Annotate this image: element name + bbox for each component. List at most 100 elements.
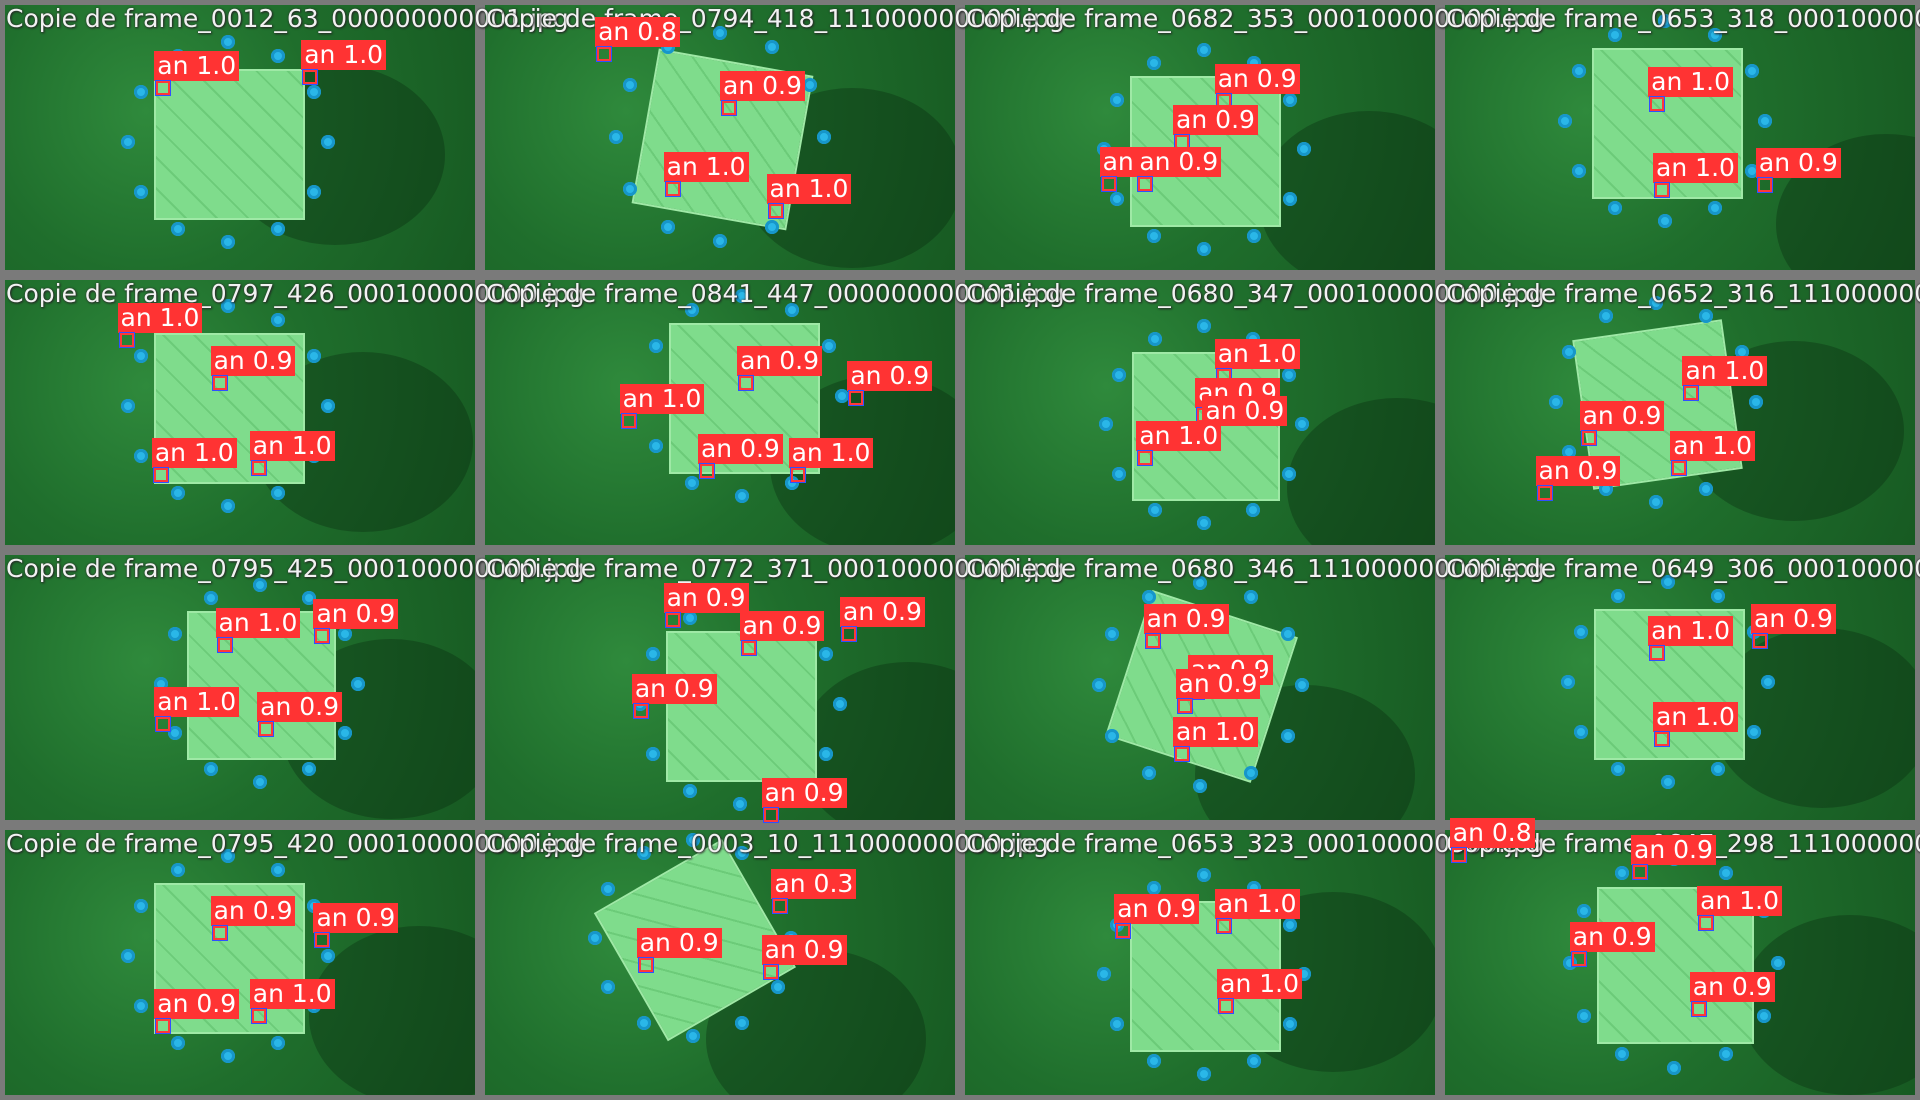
flower xyxy=(134,185,149,200)
flower xyxy=(1658,214,1673,229)
flower xyxy=(220,235,235,250)
detection-box xyxy=(1174,745,1191,762)
detection-label: an 0.9 xyxy=(1535,456,1621,487)
flower xyxy=(337,725,352,740)
detection-label: an 0.9 xyxy=(154,989,240,1020)
flower xyxy=(1574,725,1589,740)
detection-label: an 0.9 xyxy=(1173,105,1258,136)
flower xyxy=(1098,417,1113,432)
flower xyxy=(1660,775,1675,790)
shadow xyxy=(1740,915,1915,1095)
image-tile xyxy=(960,825,1440,1100)
flower xyxy=(120,135,135,150)
tile-title: Copie de frame_0795_425_000100000000.jpg xyxy=(6,554,585,583)
flower xyxy=(1608,27,1623,42)
detection-box xyxy=(1649,645,1666,662)
flower xyxy=(1576,904,1591,919)
detection-label: an 0.9 xyxy=(1136,146,1222,177)
detection-box xyxy=(1137,449,1154,466)
detection-label: an 0.9 xyxy=(1569,921,1655,952)
detection-box xyxy=(1144,632,1161,649)
detection-label: an 0.9 xyxy=(313,598,399,629)
detection-label: an 1.0 xyxy=(663,151,749,182)
detection-box xyxy=(155,716,172,733)
flower xyxy=(307,349,322,364)
flower xyxy=(1246,1054,1261,1069)
flower xyxy=(270,485,285,500)
detection-box xyxy=(314,627,331,644)
flower xyxy=(1698,308,1713,323)
detection-box xyxy=(258,721,275,738)
flower xyxy=(622,78,637,93)
detection-box xyxy=(767,202,784,219)
flower xyxy=(1283,92,1298,107)
detection-box xyxy=(698,463,715,480)
mat xyxy=(666,630,818,782)
flower xyxy=(120,949,135,964)
flower xyxy=(1146,1054,1161,1069)
flower xyxy=(1196,515,1211,530)
detection-box xyxy=(738,375,755,392)
detection-label: an 0.9 xyxy=(1689,971,1775,1002)
detection-label: an 0.9 xyxy=(1143,603,1229,634)
detection-label: an 1.0 xyxy=(766,173,852,204)
detection-box xyxy=(620,412,637,429)
flower xyxy=(220,1049,235,1064)
detection-label: an 1.0 xyxy=(1214,338,1300,369)
detection-label: an 0.9 xyxy=(313,903,399,934)
flower xyxy=(1295,417,1310,432)
flower xyxy=(203,591,218,606)
detection-box xyxy=(1683,384,1700,401)
flower xyxy=(1614,866,1629,881)
flower xyxy=(350,676,365,691)
detection-label: an 1.0 xyxy=(151,437,237,468)
flower xyxy=(320,399,335,414)
detection-label: an 0.8 xyxy=(1449,817,1535,848)
flower xyxy=(134,349,149,364)
detection-box xyxy=(1176,697,1193,714)
detection-box xyxy=(1115,922,1132,939)
tile-title: Copie de frame_0841_447_000000000001.jpg xyxy=(486,279,1065,308)
flower xyxy=(821,339,836,354)
flower xyxy=(713,26,728,41)
flower xyxy=(661,220,676,235)
flower xyxy=(270,48,285,63)
detection-box xyxy=(1649,96,1666,113)
detection-label: an 1.0 xyxy=(1217,969,1303,1000)
detection-box xyxy=(596,46,613,63)
flower xyxy=(1296,142,1311,157)
flower xyxy=(1608,200,1623,215)
flower xyxy=(1196,42,1211,57)
detection-box xyxy=(637,956,654,973)
flower xyxy=(817,130,832,145)
flower xyxy=(682,783,697,798)
flower xyxy=(1110,1017,1125,1032)
flower xyxy=(1147,332,1162,347)
flower xyxy=(1560,675,1575,690)
detection-label: an 1.0 xyxy=(1136,420,1222,451)
flower xyxy=(735,489,750,504)
image-tile xyxy=(0,825,480,1100)
detection-label: an 0.9 xyxy=(210,346,296,377)
detection-box xyxy=(632,702,649,719)
tile-title: Copie de frame_0680_347_000100000000.jpg xyxy=(966,279,1545,308)
flower xyxy=(220,499,235,514)
detection-box xyxy=(118,332,135,349)
detection-label: an 0.9 xyxy=(697,434,783,465)
flower xyxy=(1142,765,1157,780)
flower xyxy=(167,627,182,642)
flower xyxy=(785,475,800,490)
detection-box xyxy=(721,100,737,117)
detection-box xyxy=(302,69,319,86)
image-tile xyxy=(960,275,1440,550)
tile-title: Copie de frame_0003_10_111000000000.jpg xyxy=(486,829,1049,858)
flower xyxy=(170,485,185,500)
detection-box xyxy=(1654,182,1671,199)
flower xyxy=(1760,675,1775,690)
flower xyxy=(134,999,149,1014)
flower xyxy=(1666,1060,1681,1075)
mat xyxy=(154,68,306,220)
flower xyxy=(1283,192,1298,207)
detection-box xyxy=(1580,430,1597,447)
detection-box xyxy=(250,459,267,476)
